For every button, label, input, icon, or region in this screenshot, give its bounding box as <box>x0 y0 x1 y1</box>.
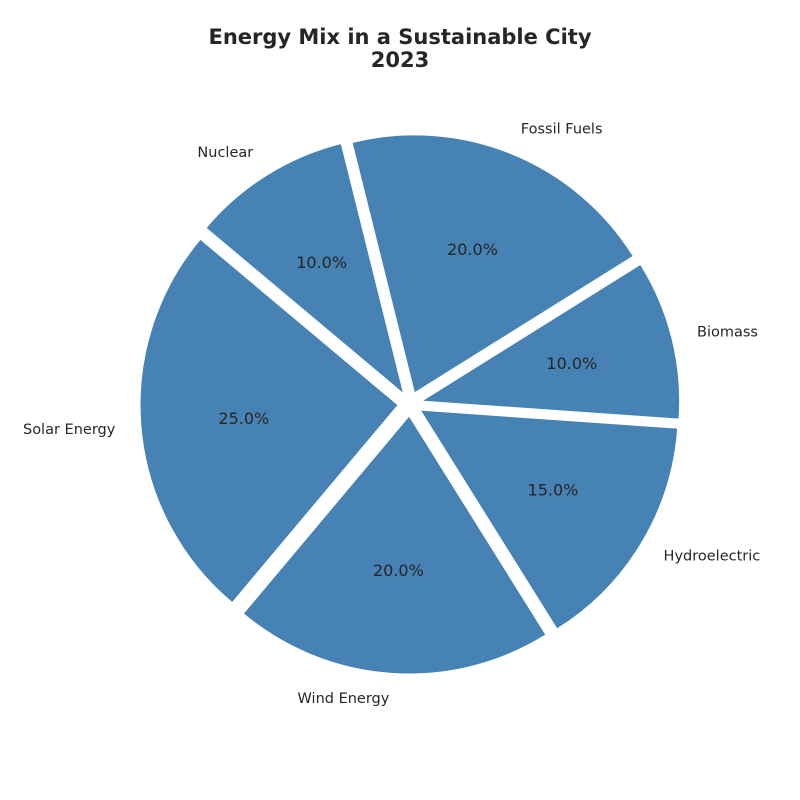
pie-slice-hydroelectric <box>419 409 679 630</box>
pie-category-label: Hydroelectric <box>664 548 761 564</box>
pie-slice-biomass <box>420 263 681 420</box>
pie-category-label: Wind Energy <box>298 691 390 707</box>
chart-title-main: Energy Mix in a Sustainable City <box>208 25 592 49</box>
chart-title-year: 2023 <box>370 48 430 72</box>
pie-percent-label: 10.0% <box>296 253 347 272</box>
pie-slice-solar-energy <box>139 238 399 604</box>
pie-percent-label: 20.0% <box>447 240 498 259</box>
pie-percent-label: 15.0% <box>528 480 579 499</box>
pie-slice-wind-energy <box>242 415 547 675</box>
pie-category-label: Biomass <box>697 324 758 340</box>
pie-category-label: Nuclear <box>197 145 253 161</box>
pie-slice-fossil-fuels <box>351 134 634 394</box>
pie-percent-label: 25.0% <box>218 409 269 428</box>
chart-title: Energy Mix in a Sustainable City 2023 <box>0 26 800 72</box>
pie-slices <box>139 134 681 675</box>
pie-slice-nuclear <box>205 142 405 396</box>
pie-percent-label: 10.0% <box>546 354 597 373</box>
pie-labels: 25.0% Solar Energy 20.0% Wind Energy 15.0% Hy… <box>23 122 760 707</box>
pie-percent-label: 20.0% <box>373 561 424 580</box>
pie-category-label: Fossil Fuels <box>521 122 603 138</box>
pie-category-label: Solar Energy <box>23 422 116 438</box>
